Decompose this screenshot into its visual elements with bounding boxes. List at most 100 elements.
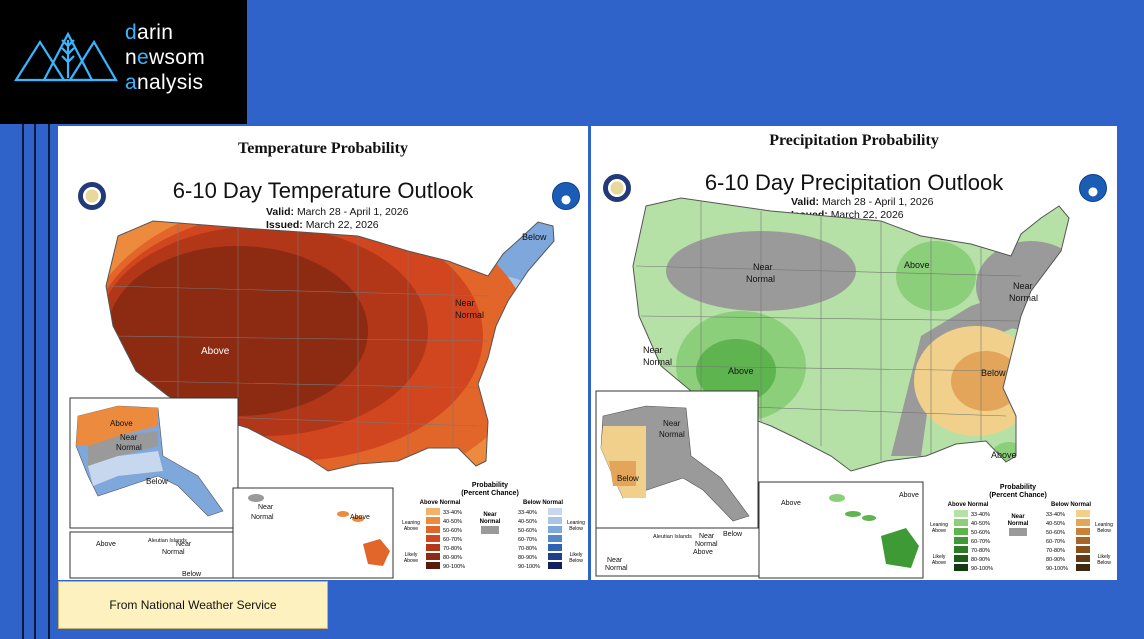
legend-above-swatch: [426, 508, 440, 515]
legend-below-bin: 40-50%: [518, 519, 537, 525]
decor-rule: [48, 124, 50, 639]
legend-below-bin: 90-100%: [518, 564, 540, 570]
aleutian-inset: [69, 531, 234, 579]
aleutian-title: Aleutian Islands: [148, 538, 187, 544]
legend-above-swatch: [954, 555, 968, 562]
alaska-label-above: Above: [110, 419, 133, 428]
svg-text:Above: Above: [932, 560, 946, 566]
legend-above-swatch: [954, 537, 968, 544]
alaska-label-below: Below: [146, 477, 168, 486]
source-note: From National Weather Service: [58, 581, 328, 629]
svg-text:Leaning: Leaning: [1095, 522, 1113, 528]
precipitation-map-title: 6-10 Day Precipitation Outlook: [704, 170, 1004, 195]
precip-label-near-ne: Near: [1013, 281, 1033, 291]
decor-rule: [22, 124, 24, 639]
temp-label-near: Near: [455, 298, 475, 308]
legend-above-bin: 80-90%: [443, 555, 462, 561]
legend-above-bin: 40-50%: [971, 521, 990, 527]
precipitation-legend: Probability (Percent Chance) Above Norma…: [930, 484, 1113, 572]
svg-text:Probability: Probability: [1000, 484, 1036, 491]
alaska-label-normal: Normal: [659, 430, 685, 439]
brand-line-2: newsom: [125, 46, 206, 69]
legend-above-swatch: [426, 526, 440, 533]
aleutian-label-below: Below: [723, 531, 743, 538]
legend-below-swatch: [548, 562, 562, 569]
aleutian-title: Aleutian Islands: [653, 534, 692, 540]
aleutian-label-near: Near: [176, 541, 192, 548]
svg-text:Below: Below: [569, 526, 583, 532]
legend-near-swatch: [1009, 528, 1027, 536]
legend-below-swatch: [548, 526, 562, 533]
svg-text:(Percent Chance): (Percent Chance): [461, 490, 519, 497]
legend-below-bin: 40-50%: [1046, 521, 1065, 527]
temperature-panel-title: Temperature Probability: [238, 140, 408, 157]
doc-seal-icon: [78, 182, 106, 210]
hawaii-inset: [232, 487, 394, 579]
svg-text:Below Normal: Below Normal: [1051, 502, 1091, 508]
temperature-map-title: 6-10 Day Temperature Outlook: [172, 178, 474, 203]
svg-text:Above Normal: Above Normal: [948, 502, 989, 508]
hawaii-label-above-2: Above: [899, 492, 919, 499]
legend-above-bin: 90-100%: [971, 566, 993, 572]
svg-text:Leaning: Leaning: [402, 520, 420, 526]
doc-seal-icon: [603, 174, 631, 202]
precip-label-below-se: Below: [981, 368, 1006, 378]
temp-label-below: Below: [522, 232, 547, 242]
legend-below-swatch: [1076, 555, 1090, 562]
precip-label-near-w: Near: [643, 345, 663, 355]
legend-above-swatch: [954, 510, 968, 517]
aleutian-inset: [595, 527, 762, 577]
aleutian-label-above: Above: [693, 549, 713, 556]
aleutian-label-above: Above: [96, 541, 116, 548]
alaska-label-near: Near: [120, 433, 138, 442]
hawaii-label-above-1: Above: [781, 500, 801, 507]
svg-text:Near: Near: [1011, 514, 1025, 520]
precip-zone-below-se-core: [951, 351, 1021, 411]
legend-above-bin: 90-100%: [443, 564, 465, 570]
precip-label-above-fl: Above: [991, 450, 1017, 460]
legend-below-bin: 80-90%: [1046, 557, 1065, 563]
precip-label-above-gl: Above: [904, 260, 930, 270]
alaska-label-below: Below: [617, 474, 639, 483]
precip-label-near-1: Near: [753, 262, 773, 272]
legend-above-swatch: [954, 519, 968, 526]
precipitation-panel: Precipitation Probability 6-10 Day Preci…: [591, 126, 1117, 580]
legend-below-bin: 50-60%: [518, 528, 537, 534]
legend-above-swatch: [426, 544, 440, 551]
precipitation-panel-title: Precipitation Probability: [769, 132, 939, 149]
legend-above-bin: 50-60%: [971, 530, 990, 536]
svg-text:Below Normal: Below Normal: [523, 500, 563, 506]
aleutian-label-normal-2: Normal: [605, 565, 628, 572]
legend-below-swatch: [548, 544, 562, 551]
svg-text:Below: Below: [1097, 560, 1111, 566]
legend-below-bin: 70-80%: [518, 546, 537, 552]
decor-rule: [34, 124, 36, 639]
precip-zone-above-sw-core: [696, 339, 776, 403]
mountains-logo-icon: [14, 31, 118, 82]
precip-zone-near-normal-band: [891, 286, 1041, 456]
svg-text:Likely: Likely: [1098, 554, 1111, 560]
legend-above-bin: 60-70%: [971, 539, 990, 545]
precipitation-map: Near Normal Above Above Near Normal Near…: [595, 197, 1070, 579]
hawaii-label-near: Near: [258, 504, 274, 511]
legend-above-swatch: [426, 535, 440, 542]
legend-above-swatch: [426, 562, 440, 569]
temperature-legend: Probability (Percent Chance) Above Norma…: [402, 482, 585, 570]
svg-text:Below: Below: [1097, 528, 1111, 534]
svg-text:Near: Near: [483, 512, 497, 518]
temperature-map: Above Below Near Normal Above Near Norma…: [69, 220, 555, 579]
svg-text:(Percent Chance): (Percent Chance): [989, 492, 1047, 499]
svg-text:Below: Below: [569, 558, 583, 564]
legend-below-bin: 60-70%: [1046, 539, 1065, 545]
legend-above-bin: 50-60%: [443, 528, 462, 534]
legend-near-swatch: [481, 526, 499, 534]
aleutian-label-normal: Normal: [162, 549, 185, 556]
aleutian-label-near: Near: [699, 533, 715, 540]
legend-below-swatch: [548, 535, 562, 542]
svg-text:Normal: Normal: [480, 519, 501, 525]
precipitation-valid: Valid: March 28 - April 1, 2026: [791, 196, 934, 208]
temperature-valid: Valid: March 28 - April 1, 2026: [266, 206, 409, 218]
legend-above-swatch: [426, 517, 440, 524]
legend-above-swatch: [954, 546, 968, 553]
legend-below-bin: 33-40%: [518, 510, 537, 516]
